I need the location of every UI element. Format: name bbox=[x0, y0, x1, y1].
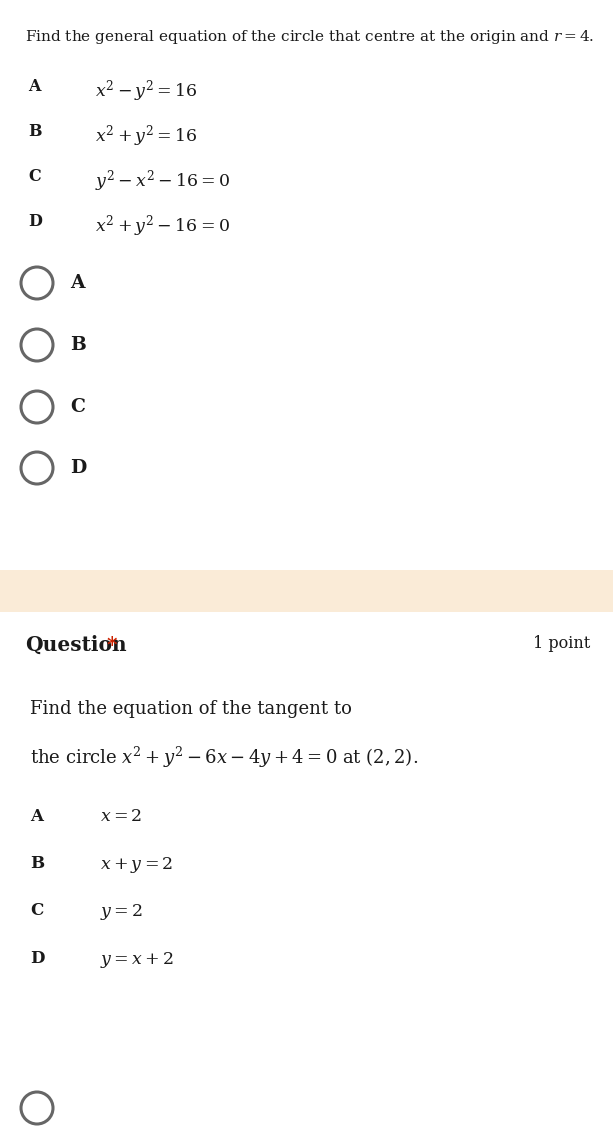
Text: D: D bbox=[70, 459, 86, 477]
Text: C: C bbox=[70, 398, 85, 417]
Text: $x=2$: $x=2$ bbox=[100, 808, 142, 825]
Text: $x^2+y^2=16$: $x^2+y^2=16$ bbox=[95, 123, 198, 149]
Text: Find the general equation of the circle that centre at the origin and $r=4$.: Find the general equation of the circle … bbox=[25, 28, 594, 46]
Text: B: B bbox=[28, 123, 42, 140]
Text: *: * bbox=[107, 635, 118, 655]
Text: the circle $x^2+y^2-6x-4y+4=0$ at $(2,2)$.: the circle $x^2+y^2-6x-4y+4=0$ at $(2,2)… bbox=[30, 745, 418, 770]
Text: 1 point: 1 point bbox=[533, 635, 590, 652]
Bar bbox=[0, 570, 613, 612]
Text: Find the equation of the tangent to: Find the equation of the tangent to bbox=[30, 700, 352, 718]
Text: $x+y=2$: $x+y=2$ bbox=[100, 855, 173, 875]
Text: A: A bbox=[30, 808, 43, 825]
Text: C: C bbox=[30, 902, 44, 920]
Text: D: D bbox=[28, 213, 42, 230]
Text: B: B bbox=[70, 336, 86, 354]
Text: $x^2+y^2-16=0$: $x^2+y^2-16=0$ bbox=[95, 213, 230, 239]
Text: $y=2$: $y=2$ bbox=[100, 902, 143, 922]
Text: C: C bbox=[28, 168, 40, 185]
Text: A: A bbox=[28, 79, 40, 94]
Text: $x^2-y^2=16$: $x^2-y^2=16$ bbox=[95, 79, 198, 104]
Text: B: B bbox=[30, 855, 44, 872]
Text: A: A bbox=[70, 274, 85, 292]
Text: $y=x+2$: $y=x+2$ bbox=[100, 950, 174, 970]
Text: $y^2-x^2-16=0$: $y^2-x^2-16=0$ bbox=[95, 168, 230, 193]
Text: Question: Question bbox=[25, 635, 127, 655]
Text: D: D bbox=[30, 950, 45, 967]
